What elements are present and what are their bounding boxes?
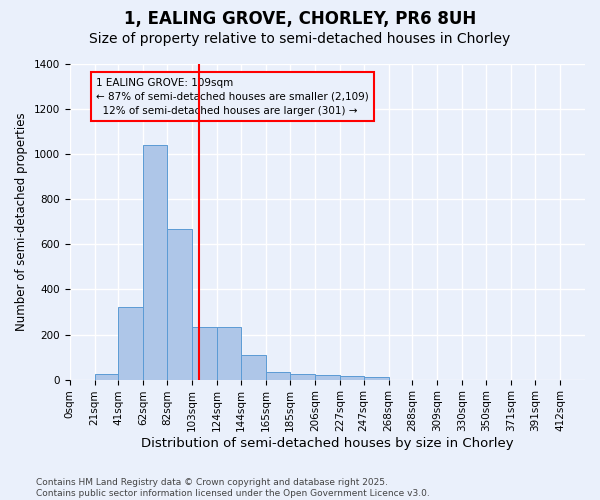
Bar bbox=[241, 355, 266, 380]
X-axis label: Distribution of semi-detached houses by size in Chorley: Distribution of semi-detached houses by … bbox=[141, 437, 514, 450]
Bar bbox=[95, 374, 118, 380]
Bar bbox=[290, 374, 315, 380]
Text: Size of property relative to semi-detached houses in Chorley: Size of property relative to semi-detach… bbox=[89, 32, 511, 46]
Bar bbox=[143, 145, 167, 380]
Bar bbox=[192, 326, 217, 380]
Bar bbox=[167, 228, 192, 380]
Y-axis label: Number of semi-detached properties: Number of semi-detached properties bbox=[15, 112, 28, 331]
Bar bbox=[364, 377, 389, 380]
Text: Contains HM Land Registry data © Crown copyright and database right 2025.
Contai: Contains HM Land Registry data © Crown c… bbox=[36, 478, 430, 498]
Text: 1 EALING GROVE: 109sqm
← 87% of semi-detached houses are smaller (2,109)
  12% o: 1 EALING GROVE: 109sqm ← 87% of semi-det… bbox=[96, 78, 368, 116]
Bar bbox=[340, 376, 364, 380]
Bar bbox=[266, 372, 290, 380]
Bar bbox=[118, 308, 143, 380]
Bar bbox=[217, 326, 241, 380]
Text: 1, EALING GROVE, CHORLEY, PR6 8UH: 1, EALING GROVE, CHORLEY, PR6 8UH bbox=[124, 10, 476, 28]
Bar bbox=[315, 375, 340, 380]
